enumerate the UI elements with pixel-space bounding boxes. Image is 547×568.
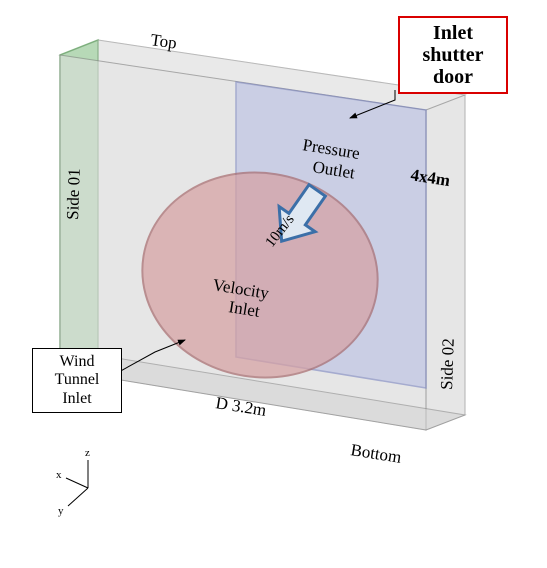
- callout-inlet-door-l3: door: [408, 66, 498, 88]
- label-side02: Side 02: [437, 338, 458, 390]
- diagram-root: { "callouts": { "inlet_door": { "line1":…: [0, 0, 547, 568]
- label-top: Top: [149, 30, 178, 52]
- callout-inlet-door-l1: Inlet: [408, 22, 498, 44]
- callout-inlet-door: Inlet shutter door: [398, 16, 508, 94]
- label-side01: Side 01: [63, 168, 84, 220]
- callout-wind-tunnel-l2: Tunnel: [41, 371, 113, 389]
- callout-wind-tunnel-l1: Wind: [41, 353, 113, 371]
- axis-z-label: z: [85, 447, 90, 459]
- callout-wind-tunnel: Wind Tunnel Inlet: [32, 348, 122, 413]
- axis-x-label: x: [56, 469, 62, 481]
- callout-inlet-door-l2: shutter: [408, 44, 498, 66]
- label-bottom: Bottom: [349, 440, 402, 467]
- callout-wind-tunnel-l3: Inlet: [41, 390, 113, 408]
- axis-triad: z x y: [56, 447, 90, 517]
- axis-y-label: y: [58, 505, 64, 517]
